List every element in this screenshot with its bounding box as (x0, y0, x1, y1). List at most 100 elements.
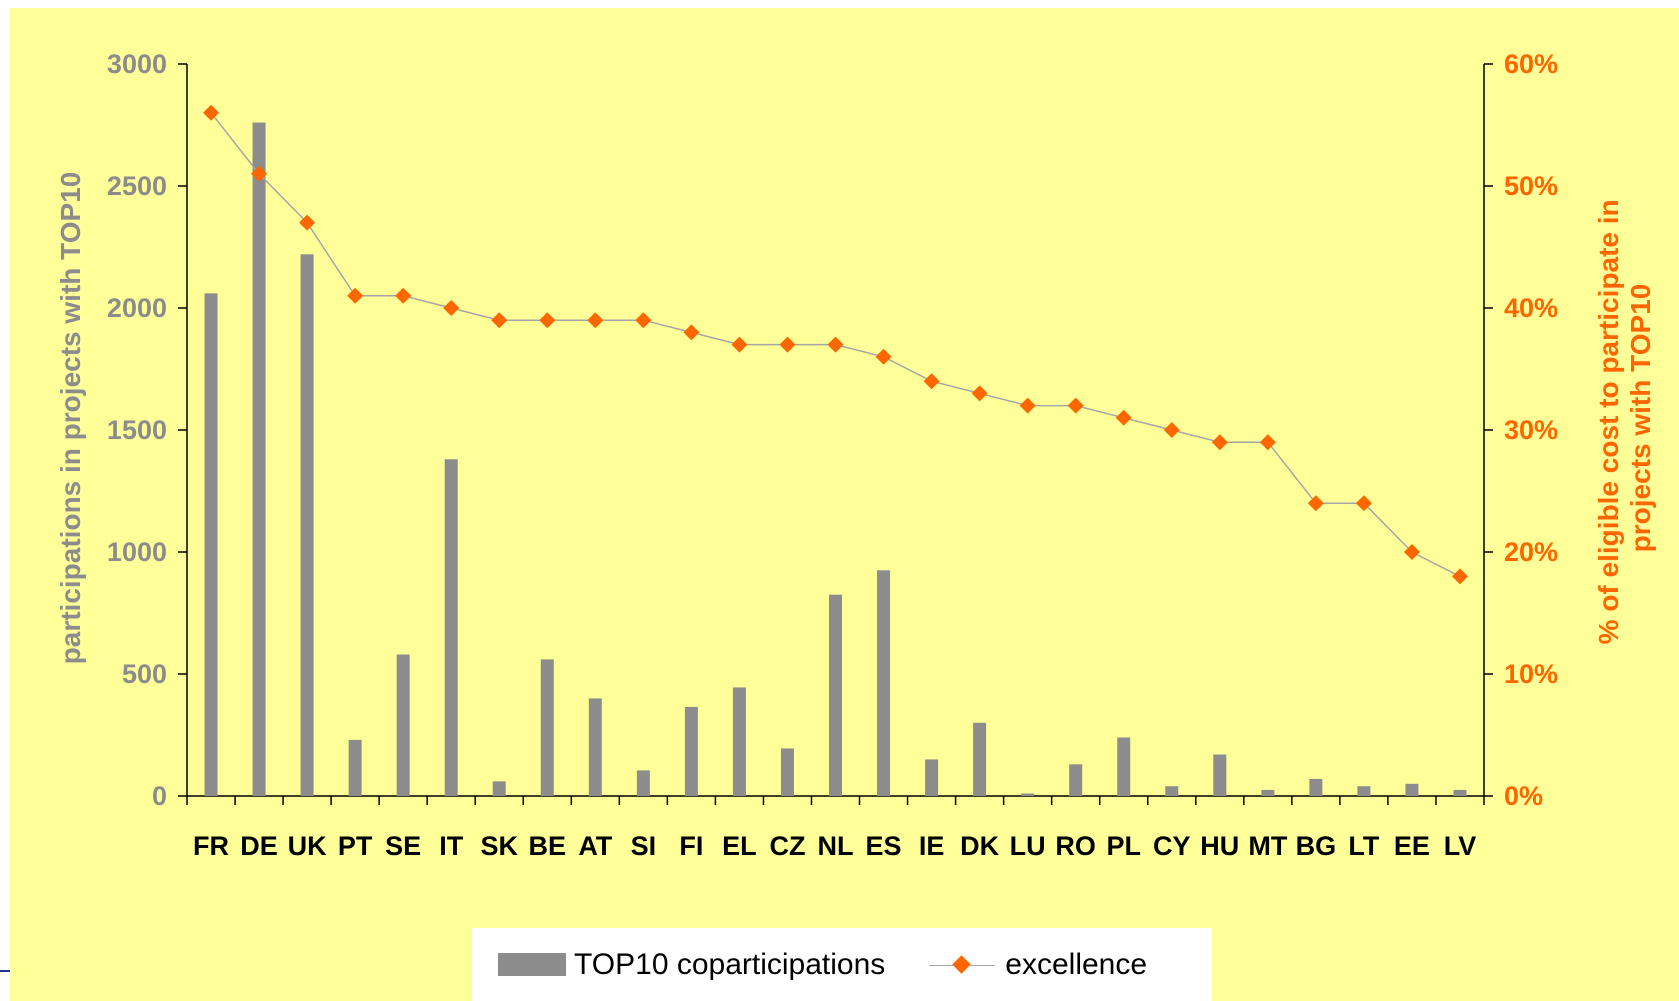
x-tick-label: PL (1106, 831, 1141, 861)
x-tick-label: DK (960, 831, 999, 861)
x-tick-label: EL (722, 831, 757, 861)
x-tick-label: HU (1200, 831, 1239, 861)
bar (877, 570, 891, 796)
bar (684, 706, 698, 796)
x-tick-label: CZ (769, 831, 805, 861)
excellence-point (683, 324, 700, 341)
y-tick-label-left: 1500 (107, 415, 167, 445)
bar (1261, 789, 1275, 796)
excellence-point (827, 336, 844, 353)
excellence-point (923, 373, 940, 390)
excellence-point (1307, 495, 1324, 512)
bar (1309, 778, 1323, 796)
x-tick-label: CY (1153, 831, 1191, 861)
excellence-point (491, 312, 508, 329)
bar (396, 654, 410, 796)
legend-item-line: excellence (885, 948, 1147, 982)
y-tick-label-left: 500 (122, 659, 167, 689)
excellence-point (635, 312, 652, 329)
y-tick-label-right: 40% (1504, 293, 1558, 323)
x-tick-label: AT (578, 831, 612, 861)
y-axis-title-right-line-1: % of eligible cost to participate in (1593, 199, 1624, 644)
excellence-point (779, 336, 796, 353)
bar (1117, 737, 1131, 796)
y-tick-label-left: 0 (152, 781, 167, 811)
excellence-point (875, 348, 892, 365)
bar-series (204, 122, 1467, 796)
excellence-point (1259, 434, 1276, 451)
x-tick-label: BG (1296, 831, 1337, 861)
bar (780, 748, 794, 796)
excellence-point (1355, 495, 1372, 512)
bar (1453, 789, 1467, 796)
excellence-point (539, 312, 556, 329)
excellence-point (731, 336, 748, 353)
excellence-point (1115, 409, 1132, 426)
excellence-point (299, 214, 316, 231)
chart-area (10, 8, 1679, 1001)
bar (492, 781, 506, 796)
y-tick-label-left: 3000 (107, 49, 167, 79)
bar (732, 687, 746, 796)
x-tick-label: SI (631, 831, 657, 861)
legend-swatch-line (929, 950, 996, 980)
slide-edge-line (0, 970, 10, 972)
y-tick-label-left: 1000 (107, 537, 167, 567)
y-tick-label-right: 20% (1504, 537, 1558, 567)
bar (1165, 786, 1179, 796)
bar (444, 459, 458, 796)
y-tick-label-left: 2000 (107, 293, 167, 323)
x-tick-label: FR (193, 831, 229, 861)
x-tick-label: MT (1248, 831, 1287, 861)
y-axis-title-left: participations in projects with TOP10 (55, 172, 86, 665)
x-tick-label: IE (919, 831, 945, 861)
bar (925, 759, 939, 796)
bar (829, 594, 842, 796)
excellence-point (1451, 568, 1468, 585)
x-tick-label: ES (866, 831, 902, 861)
legend-label-bars: TOP10 coparticipations (574, 947, 886, 981)
excellence-point (395, 287, 412, 304)
bar (1357, 786, 1371, 796)
y-tick-label-right: 0% (1504, 781, 1543, 811)
excellence-point (1403, 544, 1420, 560)
excellence-point (1163, 422, 1180, 438)
legend-item-bars: TOP10 coparticipations (472, 948, 885, 982)
x-tick-label: SK (480, 831, 518, 861)
x-tick-label: LV (1444, 831, 1477, 861)
x-tick-label: EE (1394, 831, 1430, 861)
x-tick-label: FI (679, 831, 703, 861)
y-axis-title-right: % of eligible cost to participate in pro… (1593, 192, 1656, 645)
x-tick-label: BE (529, 831, 567, 861)
legend-label-line: excellence (1005, 947, 1148, 981)
bar (973, 722, 987, 796)
excellence-point (347, 287, 364, 304)
x-tick-label: RO (1055, 831, 1096, 861)
y-tick-label-left: 2500 (107, 171, 167, 201)
bar (540, 659, 554, 796)
line-series (203, 104, 1468, 585)
bar (252, 122, 266, 796)
bar (588, 698, 602, 796)
bar (1213, 754, 1227, 796)
x-tick-label: LT (1348, 831, 1379, 861)
bar (1405, 783, 1419, 796)
x-tick-label: IT (439, 831, 464, 861)
excellence-point (443, 300, 460, 316)
bar (204, 293, 218, 796)
excellence-point (971, 385, 988, 402)
x-tick-label: LU (1010, 831, 1046, 861)
x-tick-label: NL (818, 831, 854, 861)
legend-swatch-bar (498, 953, 566, 976)
excellence-point (251, 165, 268, 182)
y-tick-label-right: 30% (1504, 415, 1558, 445)
y-tick-label-right: 10% (1504, 659, 1558, 689)
bar (300, 254, 314, 796)
excellence-point (1211, 434, 1228, 451)
bar (636, 770, 650, 796)
bar (348, 739, 362, 796)
legend: TOP10 coparticipations excellence (472, 928, 1212, 1001)
excellence-point (587, 312, 604, 329)
x-tick-label: UK (288, 831, 327, 861)
